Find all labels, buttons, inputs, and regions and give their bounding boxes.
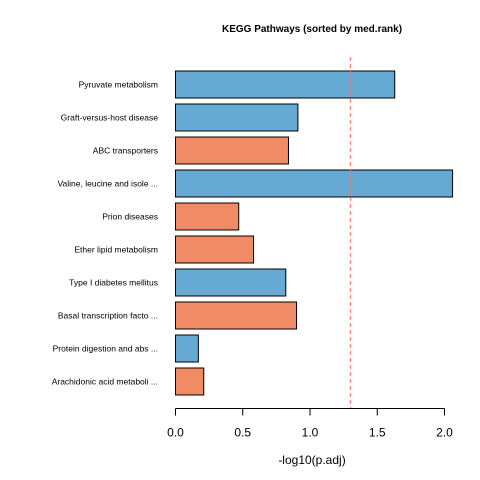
x-tick-label-3: 1.0 <box>302 426 319 440</box>
category-label-1: Pyruvate metabolism <box>79 80 158 90</box>
category-label-10: Arachidonic acid metaboli ... <box>52 377 158 387</box>
x-tick-label-4: 1.5 <box>369 426 386 440</box>
bar-8 <box>175 301 298 330</box>
category-label-2: Graft-versus-host disease <box>61 113 159 123</box>
bar-2 <box>175 103 299 132</box>
bar-7 <box>175 268 287 297</box>
x-axis-title: -log10(p.adj) <box>278 453 345 467</box>
bar-9 <box>175 334 199 363</box>
bar-1 <box>175 70 396 99</box>
category-label-9: Protein digestion and abs ... <box>53 344 158 354</box>
x-tick-label-5: 2.0 <box>436 426 453 440</box>
category-label-4: Valine, leucine and isole ... <box>58 179 159 189</box>
bar-10 <box>175 367 205 396</box>
bar-3 <box>175 136 289 165</box>
chart-title: KEGG Pathways (sorted by med.rank) <box>222 24 402 35</box>
x-tick-label-2: 0.5 <box>234 426 251 440</box>
bar-6 <box>175 235 255 264</box>
category-label-3: ABC transporters <box>93 146 158 156</box>
category-label-8: Basal transcription facto ... <box>58 311 158 321</box>
category-label-6: Ether lipid metabolism <box>74 245 158 255</box>
x-tick-label-1: 0.0 <box>167 426 184 440</box>
bar-5 <box>175 202 240 231</box>
category-label-7: Type I diabetes mellitus <box>69 278 158 288</box>
category-label-5: Prion diseases <box>102 212 158 222</box>
bar-4 <box>175 169 454 198</box>
